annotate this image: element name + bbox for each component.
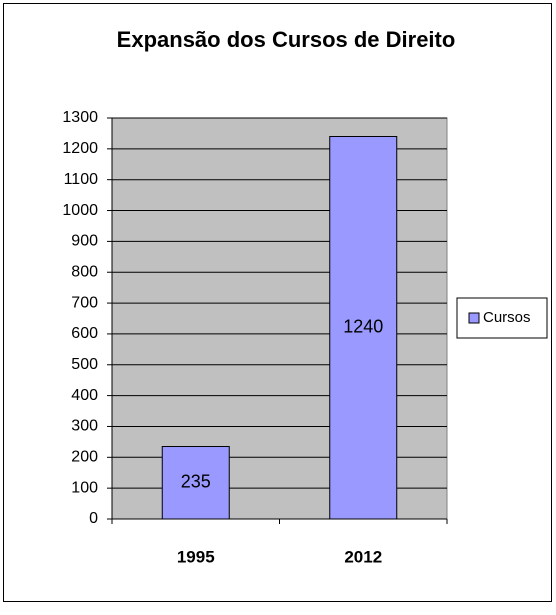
y-tick-label: 700 (71, 294, 98, 311)
bar (161, 446, 230, 520)
y-tick-label: 1200 (62, 140, 98, 157)
data-label: 1240 (343, 317, 383, 337)
y-tick-label: 900 (71, 233, 98, 250)
y-tick-label: 200 (71, 449, 98, 466)
y-tick-label: 0 (89, 510, 98, 527)
chart-title: Expansão dos Cursos de Direito (117, 27, 456, 52)
y-tick-label: 1100 (64, 171, 99, 188)
y-tick-label: 1000 (62, 202, 98, 219)
y-tick-label: 500 (71, 356, 98, 373)
y-tick-label: 800 (71, 263, 98, 280)
x-tick-label: 2012 (344, 547, 382, 566)
x-tick-label: 1995 (177, 547, 215, 566)
data-label: 235 (181, 472, 211, 492)
y-tick-label: 300 (71, 418, 98, 435)
y-tick-label: 600 (71, 325, 98, 342)
y-tick-label: 100 (71, 479, 98, 496)
bar (329, 136, 398, 520)
legend-swatch (468, 312, 480, 324)
y-tick-label: 400 (71, 387, 98, 404)
y-tick-label: 1300 (62, 109, 98, 126)
legend-label: Cursos (483, 309, 531, 326)
